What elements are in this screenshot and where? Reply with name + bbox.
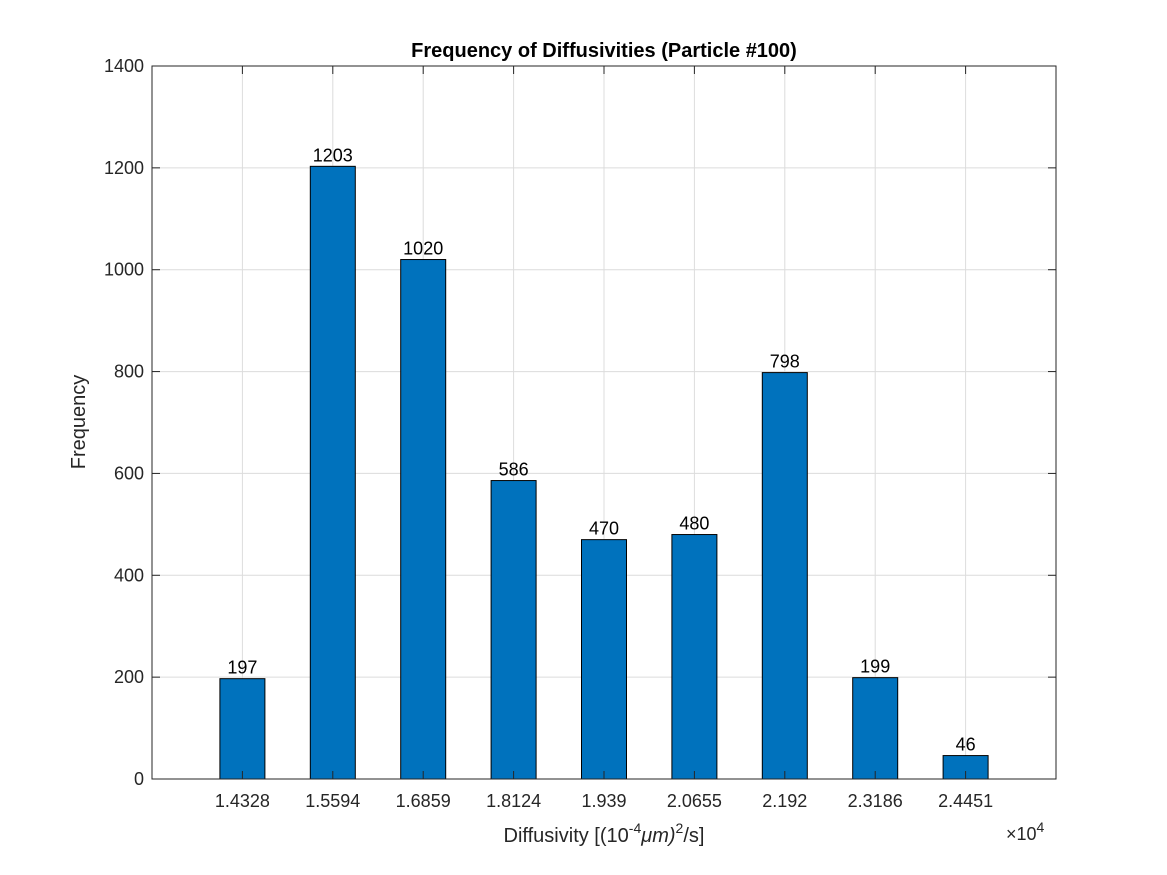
x-tick-label: 2.3186 — [848, 791, 903, 811]
bar-value-label: 586 — [499, 460, 529, 480]
x-axis-multiplier: ×104 — [1006, 819, 1045, 844]
x-tick-label: 1.939 — [581, 791, 626, 811]
bar — [400, 259, 447, 780]
bar — [671, 534, 718, 780]
bar — [581, 539, 627, 780]
x-axis-label: Diffusivity [(10-4μm)2/s] — [504, 820, 705, 847]
bar — [309, 165, 356, 780]
bars — [219, 165, 989, 780]
x-tick-label: 2.4451 — [938, 791, 993, 811]
bar-value-label: 480 — [679, 514, 709, 534]
data-labels: 197 1203 1020 586 470 480 798 199 46 — [227, 145, 975, 754]
bar-value-label: 197 — [227, 658, 257, 678]
x-multiplier-exponent: 4 — [1037, 819, 1045, 835]
x-axis-label-exp2: 2 — [676, 820, 684, 836]
y-tick-label: 0 — [134, 769, 144, 789]
x-axis-label-suffix: /s] — [683, 825, 704, 847]
x-ticks: 1.4328 1.5594 1.6859 1.8124 1.939 2.0655 2.192… — [215, 66, 993, 811]
y-tick-label: 1200 — [104, 158, 144, 178]
chart-title: Frequency of Diffusivities (Particle #10… — [411, 40, 797, 62]
bar — [761, 372, 808, 780]
y-tick-label: 200 — [114, 667, 144, 687]
y-tick-label: 1400 — [104, 56, 144, 76]
bar — [852, 677, 899, 780]
x-tick-label: 1.6859 — [396, 791, 451, 811]
x-tick-label: 1.5594 — [305, 791, 360, 811]
bar-value-label: 1203 — [313, 145, 353, 165]
y-ticks: 0 200 400 600 800 1000 1200 1400 — [104, 56, 1056, 789]
x-tick-label: 1.8124 — [486, 791, 541, 811]
y-tick-label: 800 — [114, 362, 144, 382]
y-tick-label: 600 — [114, 463, 144, 483]
x-axis-label-prefix: Diffusivity [(10 — [504, 825, 629, 847]
bar — [219, 678, 266, 780]
y-axis-label: Frequency — [68, 375, 90, 470]
y-tick-label: 400 — [114, 565, 144, 585]
bar-value-label: 1020 — [403, 239, 443, 259]
bar-value-label: 199 — [860, 657, 890, 677]
bar-value-label: 798 — [770, 352, 800, 372]
x-axis-label-exp1: -4 — [629, 820, 642, 836]
bar-value-label: 46 — [956, 735, 976, 755]
x-tick-label: 2.192 — [762, 791, 807, 811]
x-tick-label: 2.0655 — [667, 791, 722, 811]
x-tick-label: 1.4328 — [215, 791, 270, 811]
y-tick-label: 1000 — [104, 260, 144, 280]
x-multiplier-base: ×10 — [1006, 824, 1037, 844]
bar-value-label: 470 — [589, 519, 619, 539]
x-axis-label-mid: μm) — [640, 825, 675, 847]
bar — [490, 480, 537, 780]
